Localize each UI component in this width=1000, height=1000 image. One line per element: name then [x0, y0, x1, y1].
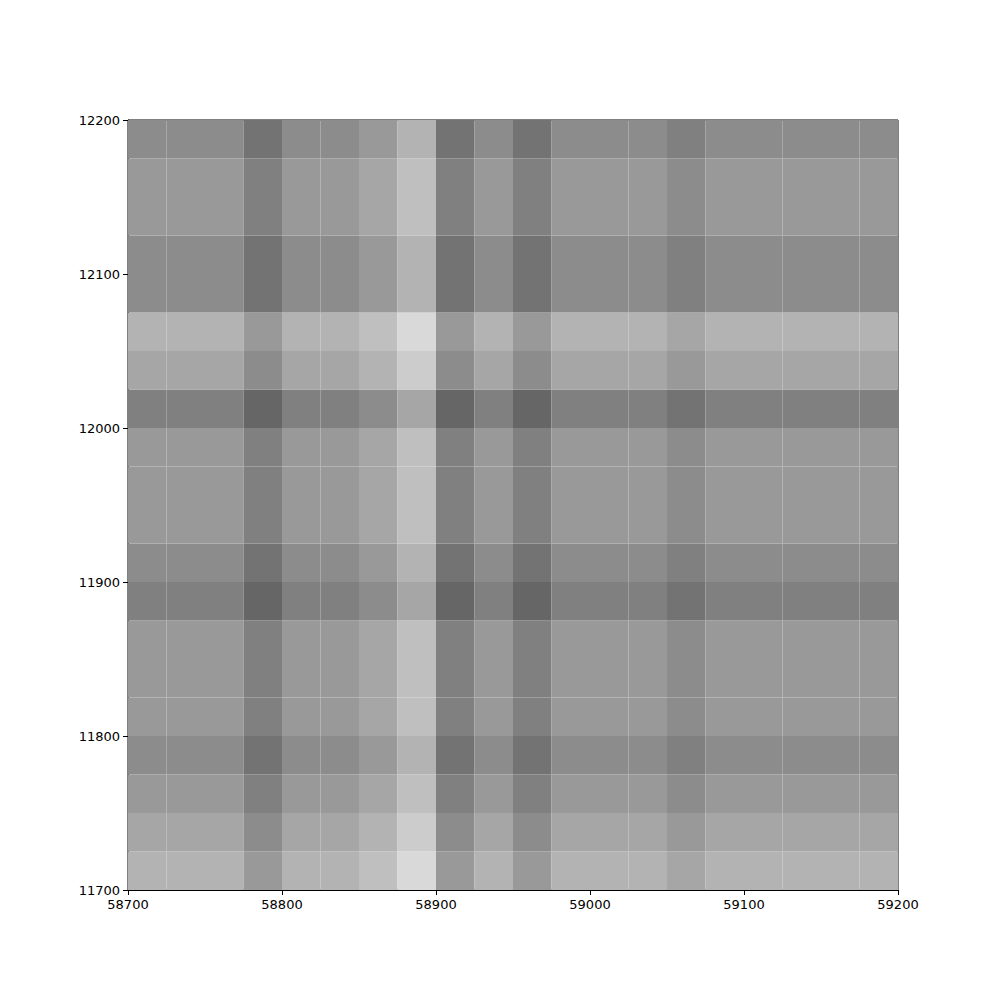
svg-text:59200: 59200 — [877, 897, 918, 912]
svg-text:12100: 12100 — [79, 267, 120, 282]
svg-text:59100: 59100 — [723, 897, 764, 912]
svg-text:11800: 11800 — [79, 729, 120, 744]
svg-text:12000: 12000 — [79, 421, 120, 436]
svg-text:11700: 11700 — [79, 883, 120, 898]
svg-text:59000: 59000 — [569, 897, 610, 912]
svg-text:58800: 58800 — [261, 897, 302, 912]
svg-text:58900: 58900 — [415, 897, 456, 912]
svg-text:58700: 58700 — [107, 897, 148, 912]
svg-text:11900: 11900 — [79, 575, 120, 590]
svg-text:12200: 12200 — [79, 113, 120, 128]
